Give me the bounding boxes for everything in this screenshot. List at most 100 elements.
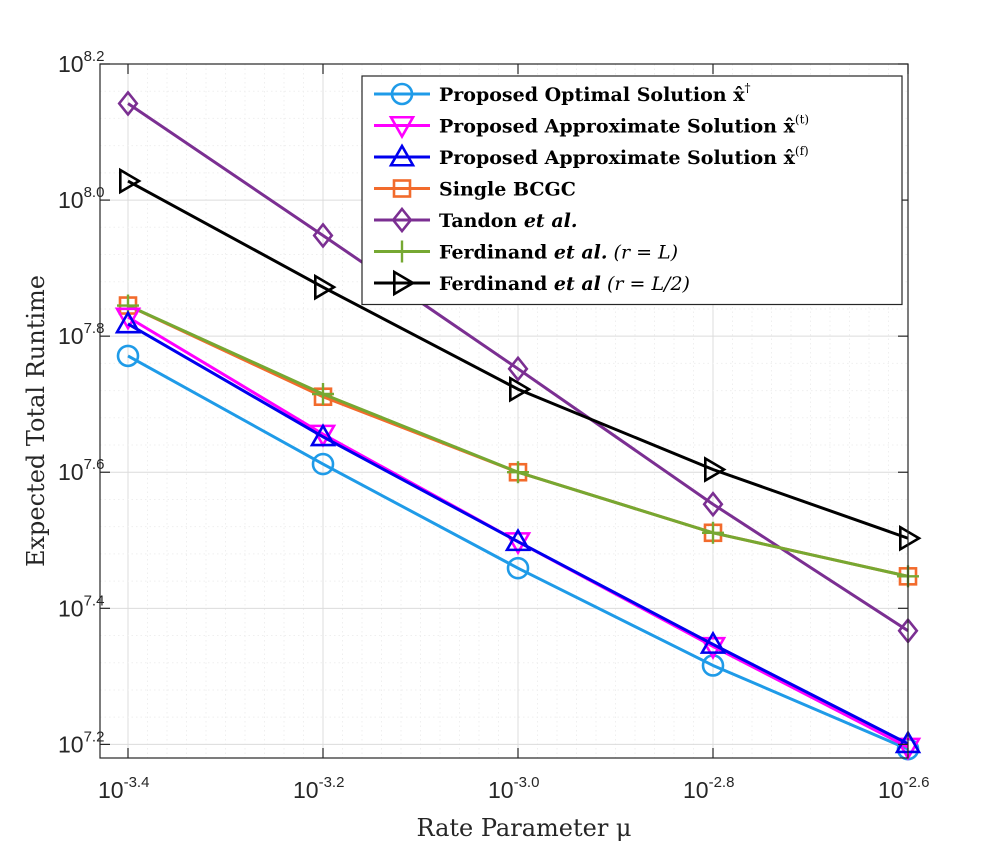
legend-item-ferd_L: Ferdinand et al. (r = L): [374, 240, 678, 264]
series-line-optimal: [127, 354, 909, 751]
data-point-approx_f-2: [504, 528, 532, 552]
legend-label: Single BCGC: [439, 179, 576, 201]
series-line-ferd_L2: [127, 179, 909, 540]
y-tick-label: 107.2: [58, 728, 104, 757]
y-tick-label: 108.2: [58, 48, 104, 77]
x-tick-exp: -2.8: [709, 774, 735, 791]
legend-label: Proposed Approximate Solution x̂(f): [439, 144, 809, 169]
legend-item-approx_t: Proposed Approximate Solution x̂(t): [374, 113, 809, 140]
y-tick-exp: 7.6: [84, 456, 105, 473]
data-point-tandon-0: [117, 90, 139, 117]
data-point-ferd_L2-2: [508, 375, 532, 403]
series-line-approx_f: [127, 322, 909, 746]
y-tick-base: 10: [58, 459, 84, 485]
legend-label-main: Single BCGC: [439, 179, 576, 201]
y-axis-label: Expected Total Runtime: [22, 275, 50, 567]
legend-label: Proposed Approximate Solution x̂(t): [439, 113, 809, 138]
data-point-ferd_L2-0: [119, 167, 142, 195]
legend-item-ferd_L2: Ferdinand et al (r = L/2): [374, 269, 690, 297]
series-layer: [114, 90, 922, 761]
legend-label-math: x̂: [784, 116, 796, 138]
legend-marker: [392, 179, 412, 198]
legend-marker: [388, 115, 416, 140]
legend-label-main: Tandon: [439, 210, 524, 232]
legend-item-approx_f: Proposed Approximate Solution x̂(f): [374, 143, 809, 169]
x-tick-label: 10-2.6: [878, 774, 929, 803]
y-tick-exp: 7.2: [84, 728, 105, 745]
data-point-ferd_L2-3: [703, 456, 727, 483]
y-tick-label: 107.4: [58, 592, 104, 621]
data-point-optimal-0: [116, 344, 140, 368]
legend-label-math: et al.: [524, 210, 578, 232]
y-tick-base: 10: [58, 323, 84, 349]
x-tick-base: 10: [878, 777, 904, 803]
legend-marker: [391, 206, 413, 234]
legend-label: Ferdinand et al. (r = L): [439, 242, 678, 264]
series-ferd_L2: [119, 167, 922, 552]
grid-lines: [100, 63, 908, 758]
legend-label-sup: (f): [795, 144, 809, 158]
y-tick-label: 107.8: [58, 320, 104, 349]
y-tick-label: 108.0: [58, 184, 104, 213]
legend-label-math: et al.: [554, 242, 608, 264]
legend-item-optimal: Proposed Optimal Solution x̂†: [374, 81, 751, 106]
x-tick-base: 10: [488, 777, 514, 803]
axes-box: [99, 63, 909, 759]
y-tick-label: 107.6: [58, 456, 104, 485]
legend-label-math: et al: [554, 273, 601, 295]
data-point-tandon-3: [702, 491, 724, 518]
y-tick-exp: 8.0: [84, 184, 105, 201]
tick-labels: 10-3.4 10-3.2 10-3.0 10-2.8 10-2.6107.2107.4…: [58, 48, 929, 803]
data-point-ferd_L-2: [507, 461, 529, 484]
series-approx_f: [114, 310, 922, 754]
legend-item-tandon: Tandon et al.: [374, 206, 577, 234]
y-tick-exp: 7.4: [84, 592, 105, 609]
data-point-optimal-2: [506, 556, 530, 580]
legend-label-tail: (r = L): [608, 242, 679, 264]
legend-label: Proposed Optimal Solution x̂†: [439, 81, 751, 106]
legend-label-math: x̂: [784, 147, 796, 169]
data-point-approx_t-0: [114, 307, 142, 331]
x-tick-exp: -3.0: [514, 774, 540, 791]
legend: Proposed Optimal Solution x̂† Proposed Ap…: [361, 75, 903, 306]
y-tick-base: 10: [58, 595, 84, 621]
legend-label-main: Proposed Approximate Solution: [439, 116, 784, 138]
x-tick-label: 10-3.2: [293, 774, 344, 803]
legend-box: [361, 75, 903, 306]
legend-label-main: Proposed Approximate Solution: [439, 147, 784, 169]
series-optimal: [116, 344, 920, 761]
y-tick-exp: 7.8: [84, 320, 105, 337]
y-tick-exp: 8.2: [84, 48, 105, 65]
x-tick-base: 10: [98, 777, 124, 803]
legend-label-tail: (r = L/2): [601, 273, 690, 295]
y-tick-base: 10: [58, 187, 84, 213]
y-tick-base: 10: [58, 51, 84, 77]
data-point-approx_f-1: [309, 423, 337, 447]
x-axis-label: Rate Parameter μ: [416, 814, 631, 842]
y-tick-base: 10: [58, 731, 84, 757]
data-point-tandon-2: [507, 355, 529, 382]
legend-label-sup: (t): [795, 113, 809, 127]
legend-label-math: x̂: [733, 84, 745, 106]
legend-marker: [391, 240, 413, 263]
legend-marker: [392, 269, 416, 297]
x-tick-label: 10-3.0: [488, 774, 539, 803]
legend-label: Ferdinand et al (r = L/2): [439, 273, 690, 295]
data-point-approx_f-3: [699, 630, 727, 654]
legend-item-bcgc: Single BCGC: [374, 179, 576, 201]
data-point-ferd_L2-1: [313, 273, 337, 301]
x-tick-base: 10: [293, 777, 319, 803]
legend-label-main: Proposed Optimal Solution: [439, 84, 733, 106]
data-point-tandon-1: [312, 222, 334, 249]
data-point-ferd_L-3: [702, 521, 724, 544]
legend-marker: [390, 82, 414, 106]
data-point-ferd_L-1: [312, 382, 334, 405]
axes: [99, 63, 909, 759]
x-tick-exp: -2.6: [904, 774, 930, 791]
legend-label: Tandon et al.: [439, 210, 577, 232]
legend-label-main: Ferdinand: [439, 242, 554, 264]
legend-marker: [388, 143, 416, 167]
x-tick-label: 10-3.4: [98, 774, 149, 803]
data-point-optimal-1: [311, 452, 335, 476]
